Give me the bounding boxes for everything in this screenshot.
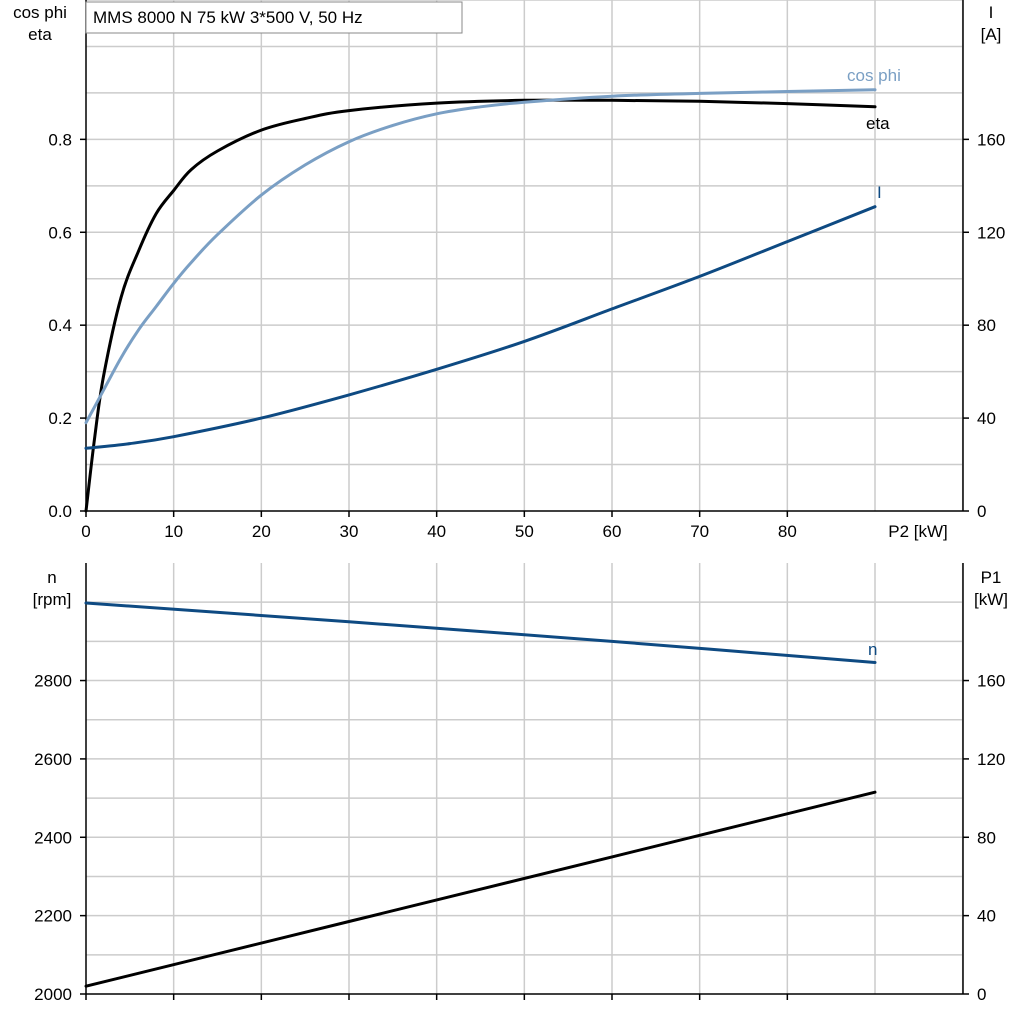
left-tick-label: 0.4 <box>48 316 72 335</box>
series-label-eta: eta <box>866 114 890 133</box>
left-axis-label: eta <box>28 25 52 44</box>
right-tick-label: 0 <box>977 985 986 1004</box>
left-tick-label: 2200 <box>34 907 72 926</box>
right-tick-label: 120 <box>977 750 1005 769</box>
right-axis-label: I <box>989 3 994 22</box>
right-tick-label: 80 <box>977 828 996 847</box>
left-axis-label: [rpm] <box>33 590 72 609</box>
x-tick-label: 0 <box>81 522 90 541</box>
series-line-n <box>84 601 877 664</box>
title-box: MMS 8000 N 75 kW 3*500 V, 50 Hz <box>85 1 463 34</box>
right-axis-label: [kW] <box>974 590 1008 609</box>
x-tick-label: 10 <box>164 522 183 541</box>
x-tick-label: 30 <box>340 522 359 541</box>
left-tick-label: 0.6 <box>48 223 72 242</box>
x-tick-label: 80 <box>778 522 797 541</box>
x-tick-label: 50 <box>515 522 534 541</box>
right-tick-label: 40 <box>977 907 996 926</box>
x-axis-label: P2 [kW] <box>888 522 948 541</box>
right-tick-label: 0 <box>977 502 986 521</box>
x-tick-label: 60 <box>603 522 622 541</box>
series-line-p1 <box>84 790 877 988</box>
left-axis-label: n <box>47 568 56 587</box>
right-tick-label: 160 <box>977 130 1005 149</box>
series-label-i: I <box>877 183 882 202</box>
left-axis-label: cos phi <box>13 3 67 22</box>
bottom-panel: 2000 2200 2400 2600 2800 0 40 80 120 160 n [rpm] P1 [… <box>33 563 1008 1004</box>
left-tick-label: 0.0 <box>48 502 72 521</box>
series-line-i <box>84 205 877 450</box>
right-tick-label: 160 <box>977 672 1005 691</box>
right-axis-label: P1 <box>981 568 1002 587</box>
left-tick-label: 2400 <box>34 828 72 847</box>
right-tick-label: 40 <box>977 409 996 428</box>
series-line-cos-phi <box>84 88 877 425</box>
series-label-cos-phi: cos phi <box>847 66 901 85</box>
left-tick-label: 2800 <box>34 672 72 691</box>
left-tick-label: 0.2 <box>48 409 72 428</box>
x-tick-label: 40 <box>427 522 446 541</box>
right-tick-label: 120 <box>977 223 1005 242</box>
right-axis-label: [A] <box>981 25 1002 44</box>
chart-title: MMS 8000 N 75 kW 3*500 V, 50 Hz <box>93 8 363 27</box>
series-label-n: n <box>868 640 877 659</box>
left-tick-label: 0.8 <box>48 130 72 149</box>
x-tick-label: 20 <box>252 522 271 541</box>
top-panel: 0.0 0.2 0.4 0.6 0.8 0 40 80 120 160 0 10 20 30 40 50 60 7… <box>13 0 1005 541</box>
right-tick-label: 80 <box>977 316 996 335</box>
series-line-eta <box>84 98 877 513</box>
left-tick-label: 2000 <box>34 985 72 1004</box>
left-tick-label: 2600 <box>34 750 72 769</box>
x-tick-label: 70 <box>690 522 709 541</box>
